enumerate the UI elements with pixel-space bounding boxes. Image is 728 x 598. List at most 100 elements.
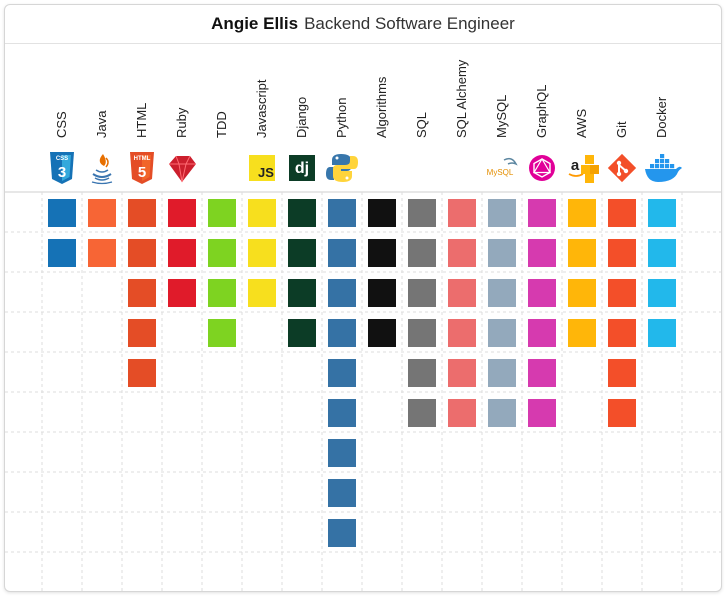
skill-block-html xyxy=(128,359,156,387)
django-icon-text: dj xyxy=(295,160,309,177)
skill-block-html xyxy=(128,319,156,347)
css3-icon: CSS 3 xyxy=(50,152,74,184)
javascript-icon-text: JS xyxy=(258,165,274,180)
skill-block-sql xyxy=(408,359,436,387)
skill-block-django xyxy=(288,199,316,227)
skill-block-html xyxy=(128,199,156,227)
skill-block-git xyxy=(608,199,636,227)
python-icon xyxy=(326,154,358,182)
skill-block-java xyxy=(88,239,116,267)
skill-block-docker xyxy=(648,319,676,347)
skill-block-algorithms xyxy=(368,199,396,227)
label-java: Java xyxy=(94,110,109,138)
skill-block-ruby xyxy=(168,279,196,307)
skill-block-graphql xyxy=(528,199,556,227)
mysql-icon: MySQL xyxy=(487,157,518,177)
skill-block-python xyxy=(328,239,356,267)
ruby-icon xyxy=(169,155,196,183)
skill-block-sql-alchemy xyxy=(448,399,476,427)
skill-block-mysql xyxy=(488,279,516,307)
skill-block-html xyxy=(128,279,156,307)
skill-block-django xyxy=(288,279,316,307)
skill-block-html xyxy=(128,239,156,267)
skill-block-graphql xyxy=(528,359,556,387)
html5-icon-number: 5 xyxy=(138,164,146,181)
skill-block-ruby xyxy=(168,239,196,267)
skill-block-git xyxy=(608,399,636,427)
skill-block-django xyxy=(288,239,316,267)
skill-block-mysql xyxy=(488,359,516,387)
skill-block-aws xyxy=(568,199,596,227)
label-graphql: GraphQL xyxy=(534,85,549,138)
skill-block-django xyxy=(288,319,316,347)
label-ruby: Ruby xyxy=(174,107,189,138)
skill-block-tdd xyxy=(208,279,236,307)
javascript-icon: JS xyxy=(249,155,275,181)
mysql-icon-text: MySQL xyxy=(487,168,514,177)
graphql-icon xyxy=(529,155,555,181)
django-icon: dj xyxy=(289,155,315,181)
skill-block-sql xyxy=(408,199,436,227)
label-git: Git xyxy=(614,121,629,138)
skill-block-graphql xyxy=(528,239,556,267)
skill-block-algorithms xyxy=(368,319,396,347)
skill-block-git xyxy=(608,239,636,267)
skill-block-algorithms xyxy=(368,239,396,267)
skill-block-mysql xyxy=(488,239,516,267)
skill-block-mysql xyxy=(488,319,516,347)
header: Angie Ellis Backend Software Engineer xyxy=(5,5,721,44)
skill-block-python xyxy=(328,519,356,547)
css3-icon-text: CSS xyxy=(56,156,68,162)
skill-block-graphql xyxy=(528,399,556,427)
skill-block-docker xyxy=(648,199,676,227)
skill-block-docker xyxy=(648,279,676,307)
label-docker: Docker xyxy=(654,96,669,138)
label-sql-alchemy: SQL Alchemy xyxy=(454,59,469,138)
skill-block-algorithms xyxy=(368,279,396,307)
skill-block-aws xyxy=(568,279,596,307)
skill-block-tdd xyxy=(208,319,236,347)
label-django: Django xyxy=(294,97,309,138)
skill-block-python xyxy=(328,279,356,307)
label-css: CSS xyxy=(54,111,69,138)
skill-block-sql xyxy=(408,239,436,267)
skill-block-python xyxy=(328,319,356,347)
label-html: HTML xyxy=(134,103,149,138)
skill-block-docker xyxy=(648,239,676,267)
skill-block-javascript xyxy=(248,199,276,227)
skill-block-sql xyxy=(408,319,436,347)
skill-block-aws xyxy=(568,239,596,267)
engineer-name: Angie Ellis xyxy=(211,14,299,33)
label-javascript: Javascript xyxy=(254,79,269,138)
html5-icon: HTML 5 xyxy=(130,152,154,184)
skill-block-sql-alchemy xyxy=(448,359,476,387)
docker-icon xyxy=(645,154,682,182)
label-tdd: TDD xyxy=(214,111,229,138)
skills-card: Angie Ellis Backend Software Engineer CSS… xyxy=(4,4,722,592)
skill-block-python xyxy=(328,199,356,227)
grid xyxy=(5,191,721,591)
skill-block-git xyxy=(608,359,636,387)
skill-block-sql-alchemy xyxy=(448,239,476,267)
label-sql: SQL xyxy=(414,112,429,138)
skill-block-git xyxy=(608,319,636,347)
label-aws: AWS xyxy=(574,109,589,138)
skill-block-sql xyxy=(408,279,436,307)
label-python: Python xyxy=(334,98,349,138)
skill-block-sql-alchemy xyxy=(448,199,476,227)
skill-block-graphql xyxy=(528,279,556,307)
skill-block-python xyxy=(328,399,356,427)
skill-block-sql xyxy=(408,399,436,427)
git-icon xyxy=(607,153,637,183)
aws-icon: a xyxy=(568,155,599,183)
css3-icon-number: 3 xyxy=(58,164,66,181)
skill-block-java xyxy=(88,199,116,227)
skills-chart: CSS Java HTML Ruby TDD Javascript Django Python… xyxy=(5,59,721,591)
java-icon xyxy=(91,154,113,185)
skill-block-python xyxy=(328,479,356,507)
skill-block-python xyxy=(328,439,356,467)
skill-block-mysql xyxy=(488,199,516,227)
skill-block-tdd xyxy=(208,199,236,227)
skill-block-css xyxy=(48,239,76,267)
skill-block-javascript xyxy=(248,279,276,307)
